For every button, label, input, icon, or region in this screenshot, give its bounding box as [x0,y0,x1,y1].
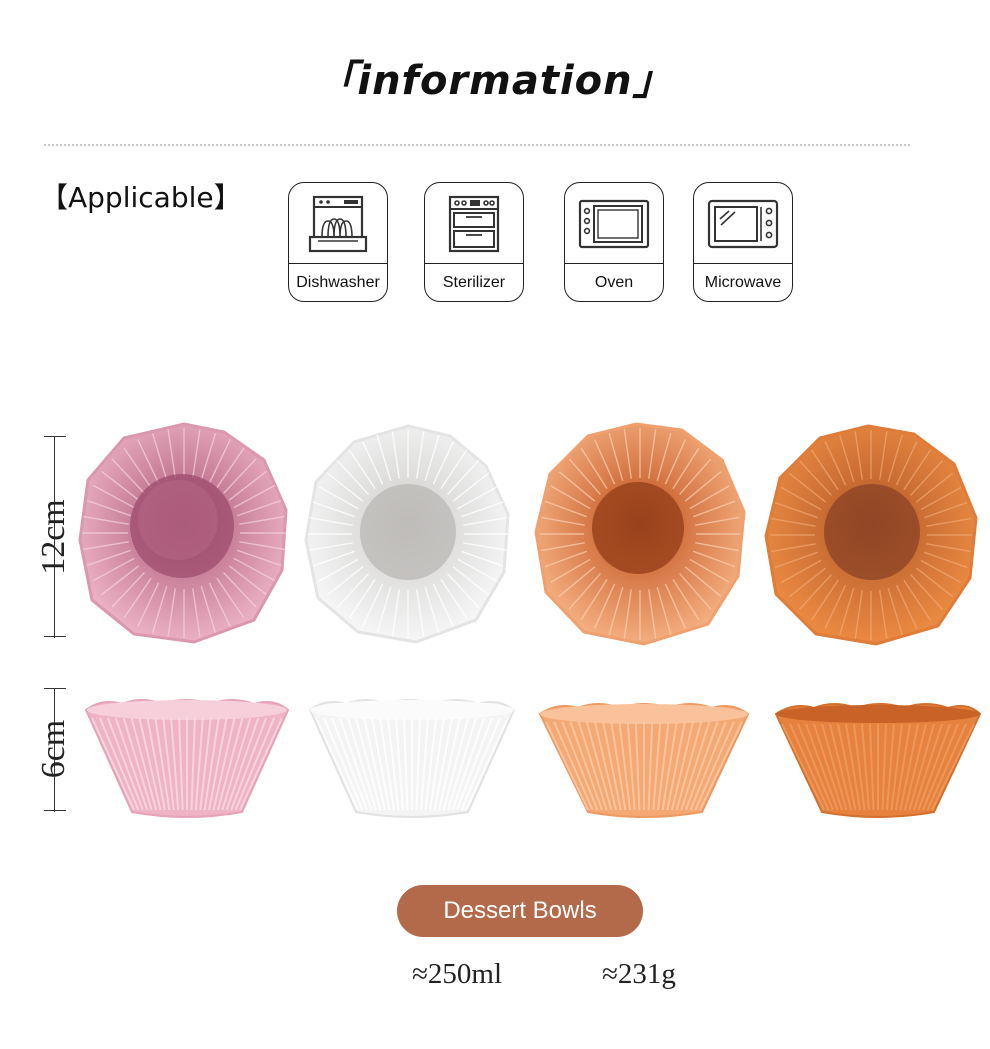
applicable-card-oven: Oven [564,182,664,302]
page-title: 「information」 [316,58,674,104]
card-separator [694,263,792,264]
product-name-badge: Dessert Bowls [397,885,643,937]
dimension-line [54,436,55,638]
oven-icon [565,189,663,261]
peach-bowl-top-view [534,422,746,646]
dimension-line [54,688,55,812]
dimension-cap-top [44,436,66,437]
dimension-cap-bottom [44,636,66,637]
card-label: Oven [594,274,634,291]
dishwasher-icon [289,189,387,261]
pink-bowl-side-view [84,699,290,818]
volume-spec: ≈250ml [412,958,503,990]
microwave-icon [694,189,792,261]
applicable-label: 【Applicable】 [40,181,242,214]
card-label: Dishwasher [296,274,380,291]
diameter-label: 12cm [35,499,72,575]
card-separator [565,263,663,264]
dimension-cap-bottom [44,810,66,811]
pink-bowl-top-view [78,422,288,644]
weight-spec: ≈231g [602,958,676,990]
card-separator [425,263,523,264]
card-separator [289,263,387,264]
peach-bowl-side-view [538,703,750,818]
dotted-divider [44,144,910,146]
orange-bowl-side-view [774,703,982,818]
white-bowl-top-view [304,424,510,644]
card-label: Microwave [704,274,782,291]
applicable-card-microwave: Microwave [693,182,793,302]
card-label: Sterilizer [442,274,506,291]
applicable-card-sterilizer: Sterilizer [424,182,524,302]
applicable-card-dishwasher: Dishwasher [288,182,388,302]
diameter-dimension: 12cm [35,436,80,638]
white-bowl-side-view [308,699,516,818]
sterilizer-icon [425,189,523,261]
orange-bowl-top-view [764,424,978,646]
height-label: 6cm [35,719,72,779]
dimension-cap-top [44,688,66,689]
height-dimension: 6cm [35,688,80,812]
